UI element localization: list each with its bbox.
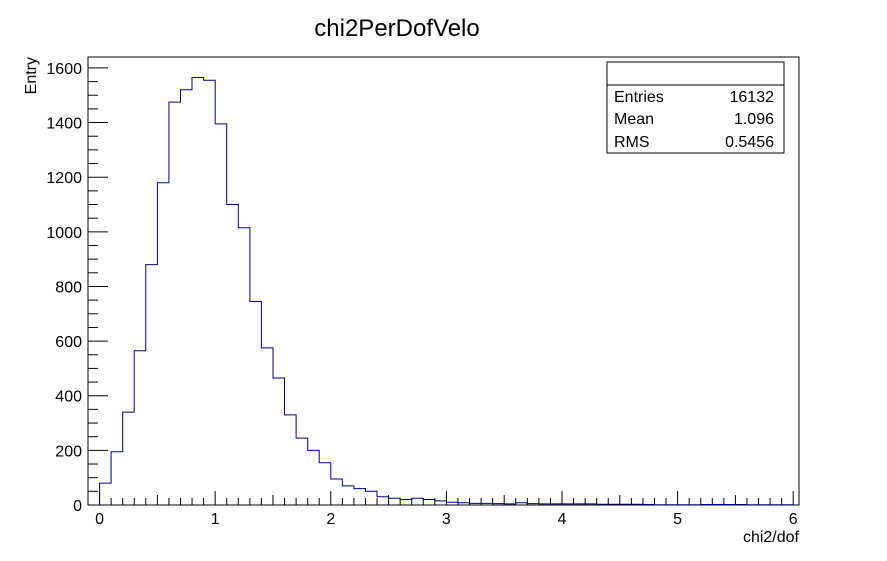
y-tick-label: 1400 (46, 116, 82, 133)
stats-rms-value: 0.5456 (725, 134, 774, 151)
x-tick-label: 4 (558, 511, 567, 528)
y-tick-label: 400 (55, 389, 82, 406)
y-tick-label: 0 (73, 498, 82, 515)
x-tick-label: 1 (211, 511, 220, 528)
x-axis-title: chi2/dof (743, 529, 800, 546)
y-axis-ticks: 0 200 400 600 800 1000 1200 1400 1600 (46, 61, 108, 515)
x-axis-ticks: 0 1 2 3 4 5 6 (95, 491, 798, 528)
stats-entries-label: Entries (614, 89, 664, 106)
x-tick-label: 5 (673, 511, 682, 528)
y-tick-label: 800 (55, 279, 82, 296)
y-tick-label: 600 (55, 334, 82, 351)
y-tick-label: 1200 (46, 170, 82, 187)
chart-title: chi2PerDofVelo (314, 15, 479, 42)
stats-mean-label: Mean (614, 111, 654, 128)
stats-mean-value: 1.096 (734, 111, 774, 128)
histogram-series-line (99, 77, 794, 506)
y-axis-title: Entry (23, 57, 40, 94)
stats-entries-value: 16132 (730, 89, 775, 106)
x-tick-label: 6 (789, 511, 798, 528)
plot-frame (87, 56, 800, 506)
stats-box: Entries 16132 Mean 1.096 RMS 0.5456 (606, 61, 785, 154)
y-tick-label: 200 (55, 443, 82, 460)
y-tick-label: 1000 (46, 225, 82, 242)
stats-box-frame (606, 61, 785, 154)
x-tick-label: 3 (442, 511, 451, 528)
y-tick-label: 1600 (46, 61, 82, 78)
stats-rms-label: RMS (614, 134, 650, 151)
x-tick-label: 2 (326, 511, 335, 528)
x-tick-label: 0 (95, 511, 104, 528)
